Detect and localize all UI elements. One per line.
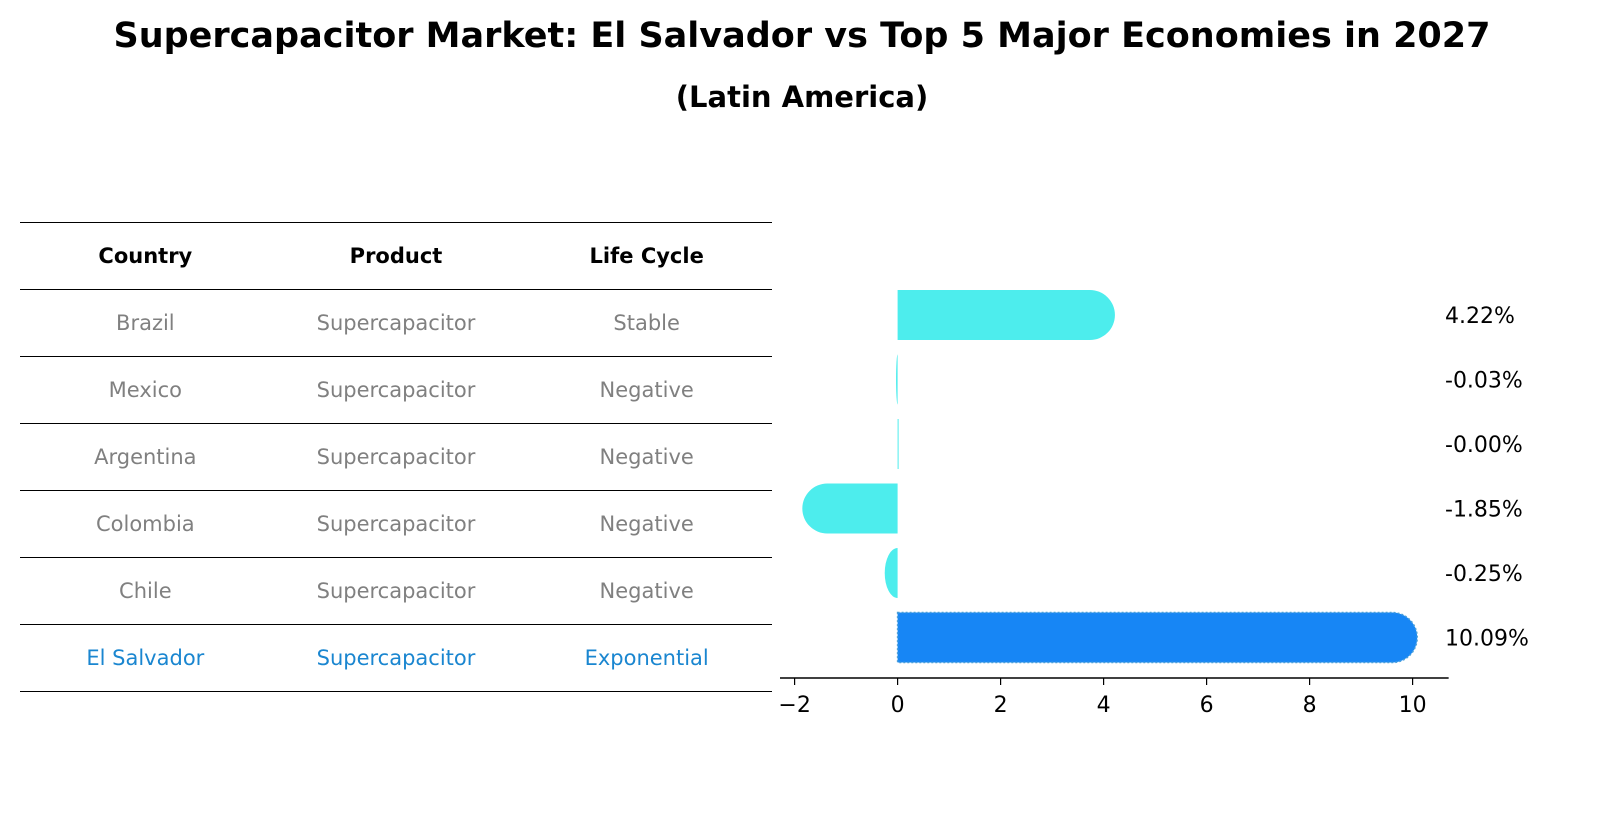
bar-chile [884,548,898,598]
bar-mexico [896,354,898,405]
column-header-life-cycle: Life Cycle [589,244,704,268]
column-header-product: Product [349,244,443,268]
cell-country: Argentina [94,445,197,469]
cell-product: Supercapacitor [316,378,476,402]
cell-life-cycle: Negative [599,579,694,603]
value-label: -0.00% [1445,433,1523,458]
value-label: -1.85% [1445,498,1523,523]
value-label: 4.22% [1445,304,1515,329]
cell-life-cycle: Stable [613,311,680,335]
cell-country: Colombia [95,512,195,536]
table-header-row: Country Product Life Cycle [20,222,772,289]
cell-product: Supercapacitor [316,445,476,469]
cell-country: Chile [119,579,172,603]
value-label: -0.03% [1445,369,1523,394]
bar-chart: 4.22% -0.03% -0.00% -1.85% -0.25% 10.09% −2 0 2 4… [780,290,1529,718]
x-tick-label: 6 [1200,693,1214,718]
cell-product: Supercapacitor [316,311,476,335]
cell-country: Mexico [108,378,182,402]
cell-life-cycle: Negative [599,512,694,536]
x-tick-label: 10 [1399,693,1427,718]
data-table: Country Product Life Cycle Brazil Superc… [20,222,772,692]
table-row: Chile Supercapacitor Negative [20,557,772,624]
table-row-highlighted: El Salvador Supercapacitor Exponential [20,624,772,692]
cell-life-cycle: Exponential [584,646,709,670]
table-row: Mexico Supercapacitor Negative [20,356,772,423]
x-tick-label: 2 [994,693,1008,718]
cell-country: Brazil [116,311,175,335]
cell-product: Supercapacitor [316,579,476,603]
value-label: -0.25% [1445,562,1523,587]
table-row: Argentina Supercapacitor Negative [20,423,772,490]
bar-argentina [897,419,899,469]
x-tick-label: 4 [1097,693,1111,718]
bar-el-salvador [896,611,1418,664]
cell-life-cycle: Negative [599,378,694,402]
value-label: 10.09% [1445,627,1529,652]
x-tick-label: 0 [891,693,905,718]
x-tick-label: −2 [780,693,811,718]
x-tick-label: 8 [1303,693,1317,718]
cell-life-cycle: Negative [599,445,694,469]
cell-product: Supercapacitor [316,646,476,670]
cell-product: Supercapacitor [316,512,476,536]
chart-subtitle: (Latin America) [675,80,929,114]
bar-colombia [802,483,898,534]
table-row: Brazil Supercapacitor Stable [20,289,772,356]
table-row: Colombia Supercapacitor Negative [20,490,772,557]
chart-title: Supercapacitor Market: El Salvador vs To… [113,16,1491,56]
cell-country: El Salvador [86,646,205,670]
column-header-country: Country [98,244,193,268]
bar-brazil [897,290,1115,340]
